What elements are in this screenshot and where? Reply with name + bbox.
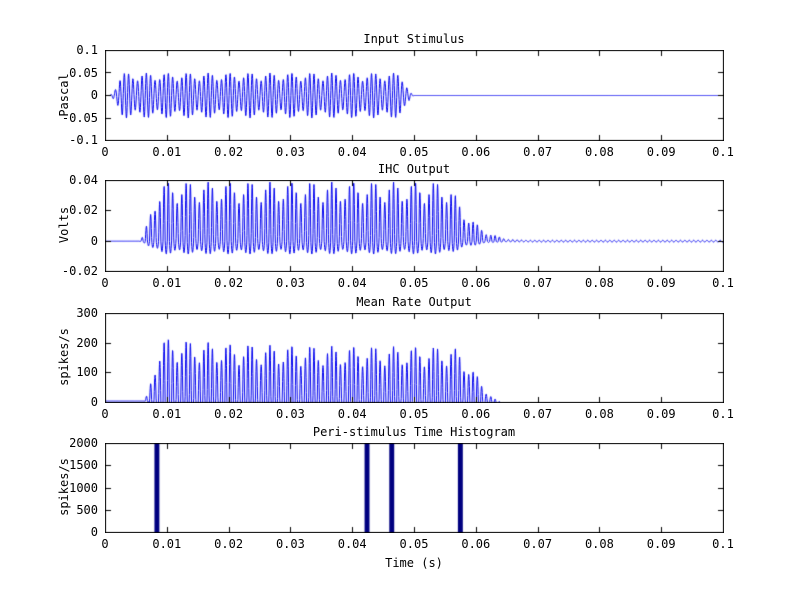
subplot-psth-title: Peri-stimulus Time Histogram (312, 425, 516, 439)
y-tick-label: -0.02 (61, 264, 98, 278)
x-tick-label: 0.04 (337, 537, 367, 551)
x-tick-label: 0.02 (214, 537, 244, 551)
y-tick-label: 500 (76, 502, 98, 517)
subplot-mean-rate-output-title: Mean Rate Output (356, 295, 472, 309)
x-tick-label: 0.01 (152, 276, 182, 290)
x-tick-label: 0.02 (214, 407, 244, 421)
y-tick-label: 0 (90, 88, 98, 102)
x-tick-label: 0.08 (584, 407, 614, 421)
x-tick-label: 0.1 (712, 276, 734, 290)
x-tick-label: 0.03 (275, 537, 305, 551)
x-tick-label: 0.07 (523, 537, 553, 551)
x-tick-label: 0.07 (523, 276, 553, 290)
x-tick-label: 0.04 (337, 276, 367, 290)
x-tick-label: 0.01 (152, 537, 182, 551)
x-tick-label: 0 (101, 407, 109, 421)
x-tick-label: 0 (101, 537, 109, 551)
y-tick-label: 0.02 (69, 203, 98, 218)
x-tick-label: 0.06 (461, 276, 491, 290)
x-tick-label: 0.03 (275, 145, 305, 159)
plot-area-2 (105, 313, 724, 403)
y-tick-label: 0.04 (69, 173, 98, 187)
x-tick-label: 0.03 (275, 407, 305, 421)
y-tick-label: 0 (90, 525, 98, 539)
x-tick-label: 0.08 (584, 145, 614, 159)
x-tick-label: 0.08 (584, 276, 614, 290)
y-tick-label: 0 (90, 233, 98, 248)
y-tick-label: 300 (76, 306, 98, 320)
x-tick-label: 0.02 (214, 276, 244, 290)
x-tick-label: 0.07 (523, 145, 553, 159)
plot-area-0 (105, 50, 724, 141)
x-tick-label: 0.04 (337, 145, 367, 159)
x-tick-label: 0.01 (152, 145, 182, 159)
y-tick-label: 100 (76, 365, 98, 380)
plot-area-3 (105, 443, 724, 533)
y-tick-label: 0.1 (76, 43, 98, 57)
plot-area-1 (105, 180, 724, 272)
x-tick-label: 0.09 (646, 537, 676, 551)
x-tick-label: 0.09 (646, 145, 676, 159)
x-tick-label: 0.05 (399, 145, 429, 159)
x-tick-label: 0.06 (461, 407, 491, 421)
x-tick-label: 0.02 (214, 145, 244, 159)
x-tick-label: 0.09 (646, 276, 676, 290)
subplot-input-stimulus-title: Input Stimulus (363, 32, 465, 46)
subplot-ihc-output-title: IHC Output (377, 162, 451, 176)
x-tick-label: 0.1 (712, 145, 734, 159)
x-tick-label: 0.05 (399, 537, 429, 551)
time-axis-label: Time (s) (385, 556, 443, 570)
x-tick-label: 0 (101, 145, 109, 159)
x-tick-label: 0.1 (712, 407, 734, 421)
y-tick-label: 200 (76, 335, 98, 350)
x-tick-label: 0 (101, 276, 109, 290)
x-tick-label: 0.01 (152, 407, 182, 421)
y-tick-label: -0.05 (61, 110, 98, 125)
x-tick-label: 0.09 (646, 407, 676, 421)
y-tick-label: 1500 (69, 458, 98, 473)
y-tick-label: 2000 (69, 436, 98, 450)
y-tick-label: 1000 (69, 480, 98, 495)
x-tick-label: 0.06 (461, 537, 491, 551)
y-tick-label: -0.1 (69, 133, 98, 147)
x-tick-label: 0.06 (461, 145, 491, 159)
x-tick-label: 0.04 (337, 407, 367, 421)
y-tick-label: 0.05 (69, 65, 98, 80)
x-tick-label: 0.07 (523, 407, 553, 421)
x-tick-label: 0.08 (584, 537, 614, 551)
y-tick-label: 0 (90, 395, 98, 409)
x-tick-label: 0.05 (399, 276, 429, 290)
x-tick-label: 0.03 (275, 276, 305, 290)
x-tick-label: 0.05 (399, 407, 429, 421)
x-tick-label: 0.1 (712, 537, 734, 551)
